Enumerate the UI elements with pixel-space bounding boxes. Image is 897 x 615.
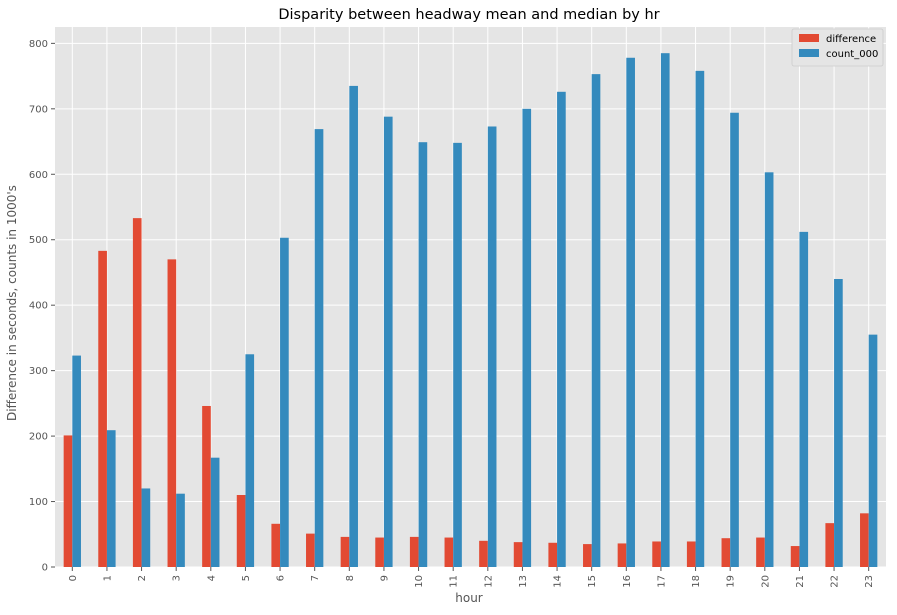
y-tick-label: 800	[29, 39, 48, 50]
x-tick-label: 19	[726, 575, 737, 588]
bar-count_000-5	[245, 354, 255, 567]
bar-difference-8	[340, 536, 350, 567]
x-tick-label: 17	[656, 575, 667, 588]
x-tick-label: 9	[379, 575, 390, 581]
x-tick-label: 4	[206, 575, 217, 581]
x-tick-label: 8	[345, 575, 356, 581]
bar-difference-17	[652, 541, 661, 567]
x-tick-label: 16	[622, 575, 633, 588]
x-tick-label: 10	[414, 575, 425, 588]
bar-difference-20	[756, 537, 765, 567]
bar-difference-18	[686, 541, 696, 567]
legend-swatch-difference	[799, 34, 819, 42]
bar-count_000-4	[210, 457, 220, 567]
x-tick-label: 14	[553, 575, 564, 588]
y-tick-label: 100	[29, 497, 48, 508]
bar-count_000-7	[314, 129, 324, 568]
bar-difference-19	[721, 538, 731, 567]
x-tick-label: 11	[449, 575, 460, 588]
y-axis-ticks: 0 100 200 300 400 500 600 700 800	[29, 39, 55, 574]
bar-count_000-0	[72, 355, 81, 567]
bar-difference-15	[583, 544, 592, 567]
legend-label-count_000: count_000	[826, 49, 878, 60]
x-tick-label: 7	[310, 575, 321, 581]
bar-count_000-14	[557, 91, 566, 568]
y-tick-label: 400	[29, 301, 48, 312]
bar-difference-22	[825, 523, 835, 567]
bar-difference-3	[167, 259, 177, 567]
bar-count_000-17	[660, 53, 670, 567]
bar-count_000-8	[349, 85, 358, 567]
bar-count_000-19	[730, 112, 739, 567]
y-tick-label: 0	[42, 563, 48, 574]
bar-difference-14	[548, 542, 558, 567]
y-axis-label: Difference in seconds, counts in 1000's	[5, 185, 19, 421]
bar-difference-23	[860, 513, 869, 567]
x-tick-label: 23	[864, 575, 875, 588]
x-tick-label: 18	[691, 575, 702, 588]
bar-count_000-10	[418, 142, 428, 567]
bar-difference-4	[202, 405, 211, 567]
bar-count_000-12	[487, 126, 497, 567]
x-tick-label: 15	[587, 575, 598, 588]
bar-difference-1	[98, 250, 107, 567]
bar-count_000-6	[280, 237, 289, 567]
x-axis-label: hour	[455, 591, 483, 605]
bars	[63, 53, 878, 568]
bar-count_000-23	[868, 334, 878, 567]
x-tick-label: 12	[483, 575, 494, 588]
x-tick-label: 1	[102, 575, 113, 581]
y-tick-label: 500	[29, 235, 48, 246]
bar-difference-16	[617, 543, 627, 567]
bar-count_000-20	[764, 172, 774, 568]
x-tick-label: 21	[795, 575, 806, 588]
x-tick-label: 5	[241, 575, 252, 581]
x-tick-label: 22	[830, 575, 841, 588]
bar-difference-10	[409, 536, 419, 567]
x-tick-label: 20	[760, 575, 771, 588]
plot-background	[55, 27, 886, 567]
bar-count_000-15	[591, 74, 601, 568]
bar-count_000-3	[176, 493, 185, 567]
bar-difference-9	[375, 537, 384, 567]
bar-difference-11	[444, 537, 454, 567]
bar-count_000-1	[106, 430, 116, 567]
x-tick-label: 0	[68, 575, 79, 581]
bar-difference-5	[236, 495, 246, 567]
x-axis-ticks: 0 1 2 3 4 5 6 7 8 9 10 11 12 13 14 15 16 17 18 19 20 21 22 23	[68, 567, 875, 588]
x-tick-label: 2	[137, 575, 148, 581]
legend: difference count_000	[791, 28, 884, 67]
bar-difference-12	[479, 540, 488, 567]
bar-difference-6	[271, 523, 281, 567]
bar-count_000-9	[383, 116, 393, 567]
chart-title: Disparity between headway mean and media…	[278, 7, 659, 23]
legend-label-difference: difference	[826, 34, 876, 45]
bar-difference-7	[306, 533, 315, 567]
x-tick-label: 13	[518, 575, 529, 588]
bar-difference-13	[513, 542, 523, 567]
bar-count_000-18	[695, 70, 705, 567]
x-tick-label: 6	[276, 575, 287, 581]
y-tick-label: 200	[29, 432, 48, 443]
bar-count_000-21	[799, 231, 809, 567]
bar-count_000-2	[141, 488, 151, 567]
bar-difference-2	[132, 218, 142, 568]
bar-count_000-22	[834, 279, 843, 567]
y-tick-label: 300	[29, 366, 48, 377]
bar-count_000-11	[453, 142, 462, 567]
y-tick-label: 700	[29, 104, 48, 115]
bar-count_000-16	[626, 57, 635, 567]
y-tick-label: 600	[29, 170, 48, 181]
x-tick-label: 3	[172, 575, 183, 581]
bar-difference-0	[63, 435, 73, 567]
bar-difference-21	[790, 546, 800, 567]
legend-swatch-count_000	[799, 49, 819, 57]
bar-count_000-13	[522, 108, 532, 568]
